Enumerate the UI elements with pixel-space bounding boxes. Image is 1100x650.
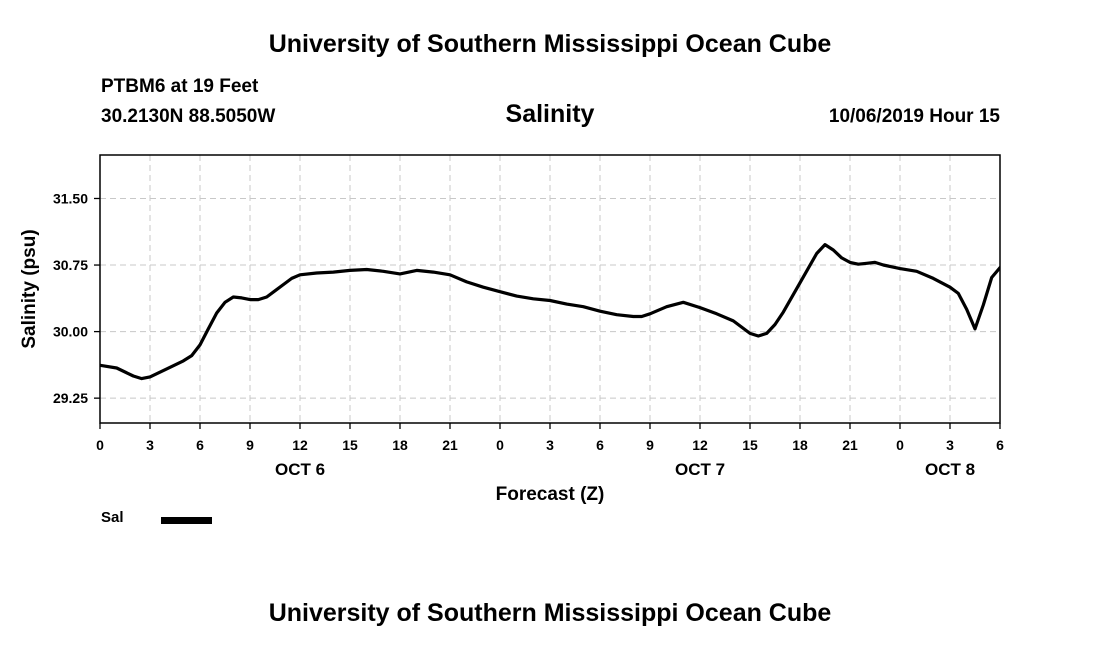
footer-institution-title: University of Southern Mississippi Ocean… bbox=[268, 599, 832, 627]
x-tick-label: 0 bbox=[496, 437, 504, 453]
x-tick-label: 6 bbox=[996, 437, 1004, 453]
station-coordinates: 30.2130N 88.5050W bbox=[101, 106, 276, 127]
grid-layer bbox=[100, 155, 1000, 423]
y-tick-label: 31.50 bbox=[53, 190, 88, 206]
y-tick-label: 30.75 bbox=[53, 257, 88, 273]
y-axis-title: Salinity (psu) bbox=[19, 229, 40, 348]
date-label: OCT 7 bbox=[675, 460, 725, 479]
salinity-series-line bbox=[100, 243, 1000, 381]
x-tick-label: 9 bbox=[246, 437, 254, 453]
station-depth-label: PTBM6 at 19 Feet bbox=[101, 76, 259, 97]
x-tick-label: 0 bbox=[96, 437, 104, 453]
series-layer bbox=[100, 243, 1000, 381]
x-tick-label: 15 bbox=[342, 437, 358, 453]
x-tick-label: 21 bbox=[442, 437, 458, 453]
legend-label-sal: Sal bbox=[101, 509, 124, 526]
x-tick-label: 21 bbox=[842, 437, 858, 453]
x-tick-label: 15 bbox=[742, 437, 758, 453]
x-tick-label: 3 bbox=[546, 437, 554, 453]
x-tick-label: 3 bbox=[946, 437, 954, 453]
x-tick-label: 12 bbox=[292, 437, 308, 453]
x-tick-label: 6 bbox=[596, 437, 604, 453]
x-tick-label: 0 bbox=[896, 437, 904, 453]
axis-layer: 0 3 6 9 12 15 18 21 0 3 6 9 12 15 18 21 0 3 6 29.25 30.00 30.… bbox=[53, 190, 1004, 479]
y-tick-label: 30.00 bbox=[53, 324, 88, 340]
issue-datetime: 10/06/2019 Hour 15 bbox=[828, 106, 1000, 127]
institution-title: University of Southern Mississippi Ocean… bbox=[268, 30, 832, 58]
date-label: OCT 8 bbox=[925, 460, 975, 479]
x-tick-label: 18 bbox=[792, 437, 808, 453]
y-tick-label: 29.25 bbox=[53, 390, 88, 406]
chart-title: Salinity bbox=[505, 100, 595, 128]
x-tick-label: 3 bbox=[146, 437, 154, 453]
x-tick-label: 18 bbox=[392, 437, 408, 453]
x-tick-label: 9 bbox=[646, 437, 654, 453]
x-axis-title: Forecast (Z) bbox=[496, 484, 605, 505]
x-tick-label: 6 bbox=[196, 437, 204, 453]
x-tick-label: 12 bbox=[692, 437, 708, 453]
legend-swatch-sal bbox=[161, 517, 212, 524]
date-label: OCT 6 bbox=[275, 460, 325, 479]
